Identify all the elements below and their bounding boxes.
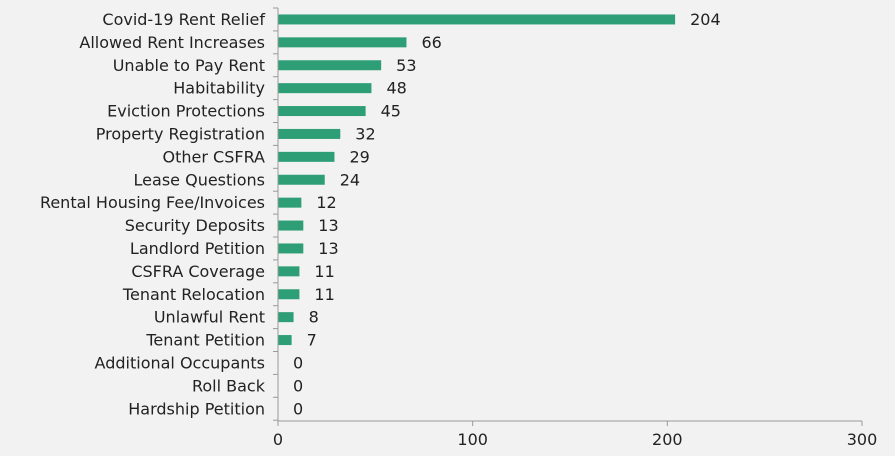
category-label: Unlawful Rent bbox=[154, 308, 265, 327]
data-label: 11 bbox=[314, 285, 334, 304]
category-label: Eviction Protections bbox=[107, 102, 265, 121]
data-label: 204 bbox=[690, 10, 721, 29]
category-label: Other CSFRA bbox=[163, 147, 266, 166]
data-label: 0 bbox=[293, 399, 303, 418]
bar bbox=[278, 14, 676, 25]
bar bbox=[278, 60, 382, 71]
bar bbox=[278, 220, 304, 231]
category-label: Unable to Pay Rent bbox=[113, 56, 265, 75]
category-label: Covid-19 Rent Relief bbox=[102, 10, 265, 29]
data-label: 0 bbox=[293, 376, 303, 395]
category-label: Tenant Relocation bbox=[122, 285, 265, 304]
bar bbox=[278, 197, 302, 208]
category-label: Property Registration bbox=[96, 124, 265, 143]
x-tick-label: 100 bbox=[457, 430, 488, 449]
data-label: 45 bbox=[381, 102, 401, 121]
data-label: 8 bbox=[309, 308, 319, 327]
data-label: 13 bbox=[318, 239, 338, 258]
category-label: Roll Back bbox=[192, 376, 266, 395]
category-label: Allowed Rent Increases bbox=[79, 33, 265, 52]
category-label: Habitability bbox=[173, 79, 265, 98]
bar bbox=[278, 174, 325, 185]
bar bbox=[278, 289, 300, 300]
category-label: Lease Questions bbox=[134, 170, 265, 189]
category-label: CSFRA Coverage bbox=[131, 262, 265, 281]
data-label: 48 bbox=[386, 79, 406, 98]
bar bbox=[278, 37, 407, 48]
x-tick-label: 200 bbox=[652, 430, 683, 449]
category-label: Landlord Petition bbox=[130, 239, 265, 258]
data-label: 24 bbox=[340, 170, 360, 189]
category-label: Security Deposits bbox=[125, 216, 265, 235]
x-tick-label: 0 bbox=[273, 430, 283, 449]
bar bbox=[278, 335, 292, 346]
category-labels: Covid-19 Rent Relief Allowed Rent Increas… bbox=[40, 10, 266, 418]
data-label: 66 bbox=[421, 33, 441, 52]
data-label: 32 bbox=[355, 124, 375, 143]
bar bbox=[278, 83, 372, 94]
bar bbox=[278, 243, 304, 254]
category-label: Additional Occupants bbox=[95, 353, 265, 372]
bar bbox=[278, 106, 366, 117]
data-label: 29 bbox=[349, 147, 369, 166]
category-label: Tenant Petition bbox=[145, 331, 265, 350]
bar bbox=[278, 151, 335, 162]
category-label: Rental Housing Fee/Invoices bbox=[40, 193, 265, 212]
bar bbox=[278, 312, 294, 323]
data-label: 53 bbox=[396, 56, 416, 75]
data-label: 7 bbox=[307, 331, 317, 350]
bar bbox=[278, 128, 341, 139]
data-label: 0 bbox=[293, 353, 303, 372]
x-tick-label: 300 bbox=[847, 430, 878, 449]
axes: 0 100 200 300 bbox=[273, 7, 878, 449]
data-label: 11 bbox=[314, 262, 334, 281]
data-label: 13 bbox=[318, 216, 338, 235]
data-label: 12 bbox=[316, 193, 336, 212]
category-label: Hardship Petition bbox=[128, 399, 265, 418]
bars-layer bbox=[278, 14, 676, 346]
bar bbox=[278, 266, 300, 277]
